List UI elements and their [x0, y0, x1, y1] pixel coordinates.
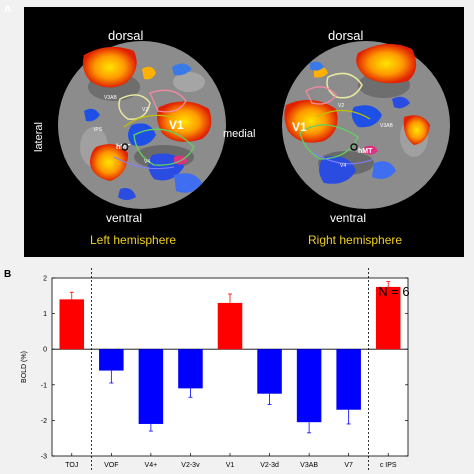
panel-b-label: B	[4, 269, 12, 280]
right-deactivation-2	[319, 156, 356, 184]
bar-v7	[336, 349, 361, 410]
x-tick-label-7: V7	[344, 462, 353, 469]
y-tick-label-4: 1	[43, 311, 47, 318]
right-fovea-marker	[350, 143, 358, 151]
left-fovea-marker	[121, 143, 129, 151]
bold-bar-chart: -3 -2 -1 0 1 2 TOJ VOF V4+ V2-3v V1 V2-3d V3AB V7 c I…	[21, 268, 410, 472]
left-dorsal-label: dorsal	[108, 28, 144, 43]
lateral-label: lateral	[33, 122, 45, 152]
right-dorsal-label: dorsal	[328, 28, 364, 43]
x-tick-label-4: V1	[226, 462, 235, 469]
right-area-label-3: V2	[338, 103, 344, 109]
x-tick-label-1: VOF	[104, 462, 118, 469]
y-tick-label-1: -2	[41, 418, 47, 425]
left-ventral-label: ventral	[106, 211, 142, 225]
right-area-label-0: V1	[292, 120, 307, 134]
y-tick-label-0: -3	[41, 454, 47, 461]
right-area-label-2: hMT	[358, 148, 373, 155]
right-ventral-label: ventral	[330, 211, 366, 225]
left-hemisphere-map: V1 V3AB IPS V2 hMT V4	[58, 41, 226, 209]
panel-a-brain-maps: V1 V3AB IPS V2 hMT V4	[24, 7, 464, 257]
right-activation-v1	[284, 99, 338, 143]
bars	[59, 281, 401, 434]
dividers	[91, 268, 369, 472]
bar-v4	[138, 349, 164, 424]
left-hemisphere-label: Left hemisphere	[90, 233, 176, 247]
right-area-label-1: V3AB	[380, 123, 393, 129]
left-activation-dorsal	[82, 46, 137, 88]
right-area-label-4: V4	[340, 163, 346, 169]
x-tick-label-8: c IPS	[380, 462, 397, 469]
y-axis-label: BOLD (%)	[21, 351, 28, 383]
left-area-label-2: IPS	[94, 127, 103, 133]
bar-toj	[59, 299, 85, 350]
x-axis: TOJ VOF V4+ V2-3v V1 V2-3d V3AB V7 c IPS	[65, 453, 397, 469]
right-hemisphere-map: V1 V3AB hMT V2 V4	[282, 41, 450, 209]
bar-v3ab	[296, 349, 322, 423]
panel-a-label: A	[4, 4, 12, 15]
y-tick-label-5: 2	[43, 276, 47, 283]
bar-v23v	[178, 349, 203, 389]
x-tick-label-5: V2-3d	[260, 462, 279, 469]
right-deactivation-1	[351, 105, 382, 128]
bar-cips	[375, 286, 401, 350]
right-activation-dorsal	[356, 43, 417, 84]
panel-b-bar-chart: -3 -2 -1 0 1 2 TOJ VOF V4+ V2-3v V1 V2-3d V3AB V7 c I…	[0, 260, 474, 474]
n-annotation: N = 6	[378, 284, 409, 299]
x-tick-label-3: V2-3v	[181, 462, 200, 469]
left-area-label-5: V4	[144, 159, 150, 165]
left-area-label-4: hMT	[116, 144, 131, 151]
y-tick-label-3: 0	[43, 347, 47, 354]
y-axis: -3 -2 -1 0 1 2	[41, 276, 408, 461]
bar-v1	[217, 302, 243, 350]
y-tick-label-2: -1	[41, 382, 47, 389]
x-tick-label-2: V4+	[145, 462, 158, 469]
left-area-label-3: V2	[142, 107, 148, 113]
left-area-label-0: V1	[169, 118, 184, 132]
bar-vof	[99, 349, 124, 371]
right-activation-lateral	[403, 115, 430, 145]
medial-label: medial	[223, 128, 255, 140]
x-tick-label-6: V3AB	[300, 462, 318, 469]
brain-maps-svg: V1 V3AB IPS V2 hMT V4	[33, 28, 450, 247]
bar-v23d	[257, 349, 282, 394]
x-tick-label-0: TOJ	[65, 462, 78, 469]
left-activation-ventral	[90, 144, 128, 181]
left-area-label-1: V3AB	[104, 95, 117, 101]
right-hemisphere-label: Right hemisphere	[308, 233, 402, 247]
